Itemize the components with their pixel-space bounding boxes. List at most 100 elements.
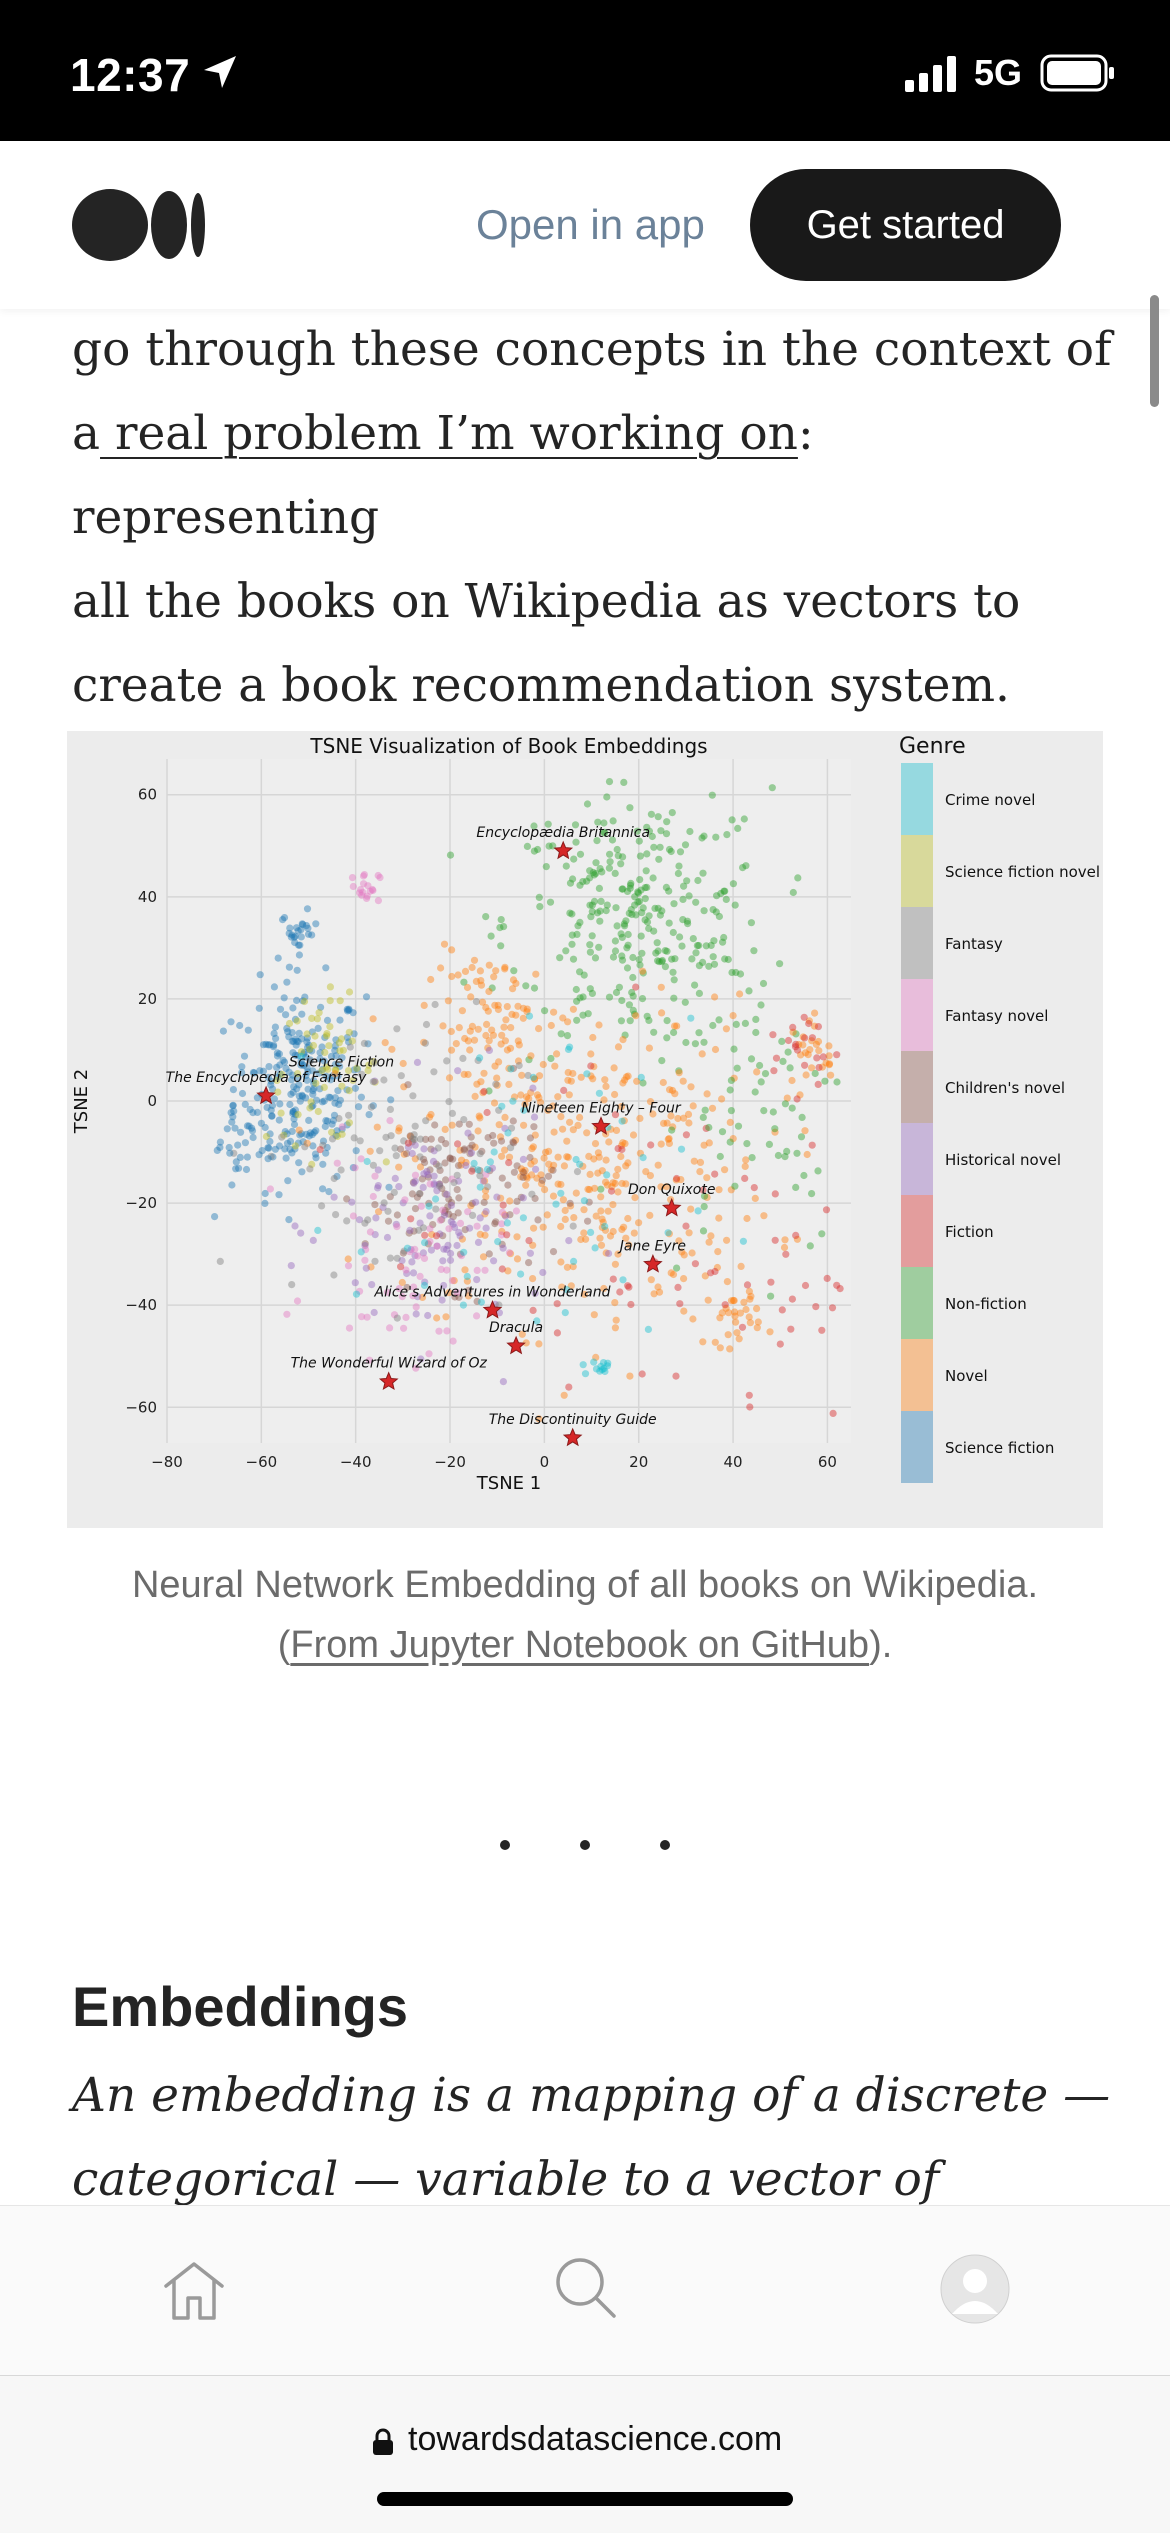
data-point [598, 868, 606, 876]
data-point [549, 1166, 557, 1174]
jupyter-notebook-link[interactable]: From Jupyter Notebook on GitHub [290, 1624, 870, 1666]
data-point [802, 1071, 810, 1079]
data-point [240, 1052, 249, 1060]
data-point [407, 1246, 415, 1254]
data-point [664, 1229, 672, 1237]
data-point [532, 970, 540, 978]
data-point [752, 1028, 760, 1037]
data-point [733, 1064, 741, 1072]
data-point [399, 1249, 407, 1257]
data-point [298, 1168, 306, 1176]
data-point [580, 1206, 588, 1214]
data-point [371, 1257, 379, 1265]
data-point [565, 1237, 573, 1245]
data-point [306, 1046, 314, 1054]
url-text[interactable]: towardsdatascience.com [408, 2420, 783, 2458]
data-point [514, 1057, 523, 1065]
data-point [688, 1249, 696, 1257]
data-point [398, 1257, 406, 1265]
tsne-figure[interactable]: The Encyclopedia of Fantasy Science Ficti… [67, 731, 1103, 1528]
data-point [747, 1292, 755, 1300]
data-point [485, 1046, 493, 1054]
data-point [618, 1225, 626, 1234]
data-point [803, 1150, 811, 1159]
book-annotation-label: Science Fiction [289, 1055, 394, 1071]
open-in-app-link[interactable]: Open in app [476, 201, 705, 248]
data-point [586, 901, 594, 909]
data-point [778, 1037, 786, 1045]
data-point [618, 1142, 626, 1150]
real-problem-link[interactable]: real problem I’m working on [100, 406, 798, 461]
data-point [395, 1124, 403, 1132]
data-point [293, 1037, 301, 1045]
data-point [281, 1128, 289, 1136]
data-point [473, 1276, 481, 1284]
data-point [539, 1268, 547, 1277]
avatar-icon[interactable] [940, 2254, 1010, 2324]
data-point [273, 1076, 281, 1084]
data-point [411, 1171, 420, 1179]
data-point [375, 1208, 383, 1216]
search-icon[interactable] [552, 2254, 618, 2320]
data-point [296, 941, 304, 949]
data-point [699, 869, 707, 877]
data-point [524, 1071, 532, 1080]
data-point [638, 949, 646, 957]
data-point [256, 1067, 264, 1075]
data-point [455, 1120, 463, 1128]
data-point [437, 1265, 445, 1273]
data-point [627, 1300, 635, 1309]
paragraph-text: a [72, 406, 101, 461]
data-point [467, 1202, 475, 1210]
data-point [741, 1019, 750, 1027]
data-point [665, 919, 673, 927]
data-point [498, 1227, 506, 1236]
data-point [799, 1033, 807, 1041]
data-point [631, 901, 639, 909]
data-point [416, 1219, 424, 1227]
data-point [602, 1082, 610, 1090]
get-started-button[interactable]: Get started [750, 169, 1061, 281]
browser-url-bar[interactable]: towardsdatascience.com [0, 2375, 1170, 2533]
data-point [505, 1249, 514, 1257]
data-point [530, 1123, 538, 1131]
data-point [271, 1145, 279, 1153]
data-point [724, 1331, 732, 1339]
data-point [665, 887, 673, 895]
data-point [833, 1281, 841, 1289]
data-point [300, 1050, 308, 1058]
data-point [509, 1097, 517, 1105]
data-point [611, 947, 620, 955]
caption-line: Neural Network Embedding of all books on… [131, 1564, 1039, 1606]
data-point [433, 1242, 441, 1250]
data-point [526, 1134, 534, 1142]
medium-logo-icon[interactable] [72, 186, 206, 264]
data-point [350, 1134, 358, 1142]
scroll-indicator[interactable] [1150, 295, 1159, 407]
data-point [596, 907, 604, 915]
data-point [570, 1257, 578, 1265]
data-point [599, 1218, 607, 1226]
data-point [371, 1058, 379, 1067]
data-point [747, 1055, 756, 1063]
data-point [417, 1202, 425, 1210]
data-point [303, 1030, 311, 1038]
home-icon[interactable] [160, 2256, 228, 2324]
home-indicator[interactable] [377, 2492, 793, 2506]
data-point [617, 930, 625, 938]
data-point [708, 1104, 717, 1112]
data-point [739, 1237, 748, 1245]
data-point [496, 1133, 505, 1141]
data-point [669, 1123, 677, 1131]
data-point [393, 1314, 401, 1322]
data-point [770, 1067, 778, 1075]
data-point [781, 1100, 790, 1108]
data-point [227, 1018, 235, 1026]
data-point [751, 1088, 759, 1096]
data-point [535, 1415, 543, 1423]
data-point [731, 1312, 739, 1320]
data-point [238, 1069, 246, 1077]
data-point [309, 1236, 317, 1244]
data-point [311, 1150, 320, 1158]
data-point [328, 1120, 336, 1128]
